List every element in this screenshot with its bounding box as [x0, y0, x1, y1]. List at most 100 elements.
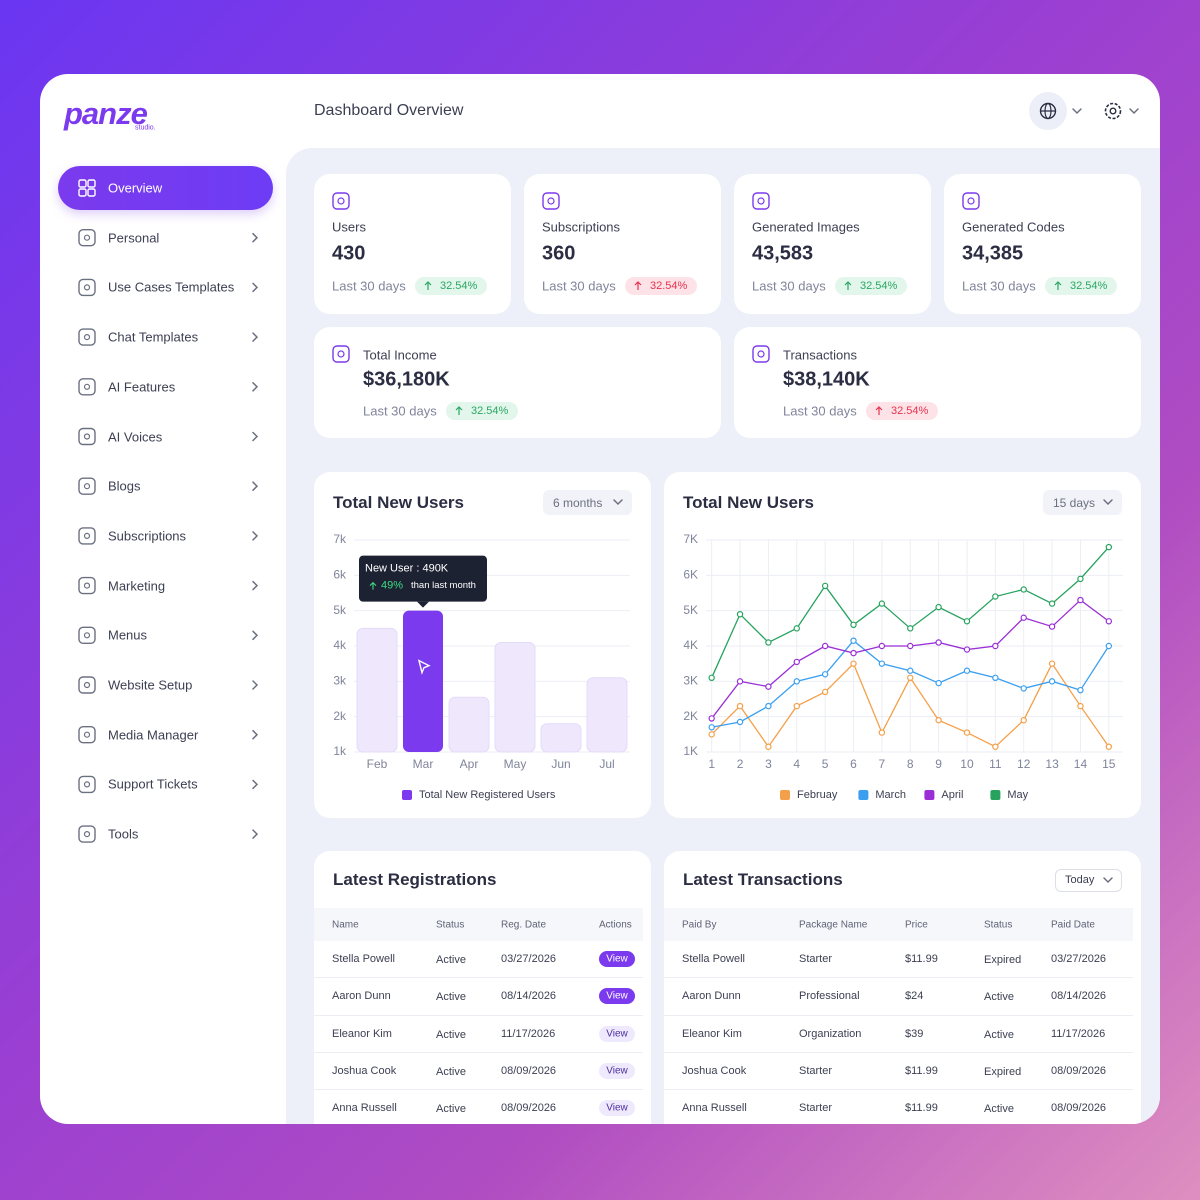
filter-dropdown[interactable]: [1055, 869, 1122, 892]
x-tick-label: 11: [989, 757, 1002, 771]
chevron: [1103, 499, 1113, 506]
table-cell: 08/09/2026: [1051, 1102, 1107, 1115]
nav-label[interactable]: Website Setup: [108, 677, 193, 693]
y-tick-label: 1K: [683, 744, 698, 758]
nav-label[interactable]: Overview: [108, 180, 163, 196]
nav-label[interactable]: Support Tickets: [108, 776, 198, 792]
nav-icon: [78, 179, 87, 188]
data-point: [935, 679, 942, 687]
stat-icon: [547, 197, 555, 205]
view-button[interactable]: [599, 1025, 635, 1042]
filter-label[interactable]: Today: [1065, 874, 1095, 886]
nav-label[interactable]: Subscriptions: [108, 528, 187, 544]
data-point: [708, 715, 715, 722]
table-cell: 08/09/2026: [501, 1102, 557, 1115]
table-card: [664, 851, 1141, 1124]
stat-period: Last 30 days: [752, 278, 826, 294]
view-button-label[interactable]: View: [606, 953, 628, 965]
data-point: [708, 731, 715, 738]
range-label[interactable]: 6 months: [553, 496, 603, 510]
data-point: [1020, 685, 1027, 692]
data-point: [907, 674, 914, 682]
view-button[interactable]: [599, 1100, 635, 1117]
nav-label[interactable]: Tools: [108, 826, 139, 842]
nav-label[interactable]: Use Cases Templates: [108, 279, 235, 295]
nav-item-active[interactable]: [58, 166, 273, 210]
column-header: Status: [984, 919, 1013, 931]
data-point: [821, 688, 829, 696]
nav-label[interactable]: AI Voices: [108, 429, 163, 444]
graphics: 1k 2k 3k 4k 5k 6k 7k Feb Mar New User : 490K 49% th…: [78, 92, 1139, 884]
bar: [586, 677, 628, 753]
nav-icon: [83, 532, 91, 540]
stat-value: $38,140K: [783, 368, 870, 391]
stat-icon: [962, 192, 980, 210]
view-button[interactable]: [599, 1062, 635, 1079]
view-button-label[interactable]: View: [606, 1102, 628, 1114]
table-cell: Starter: [799, 953, 833, 965]
table-cell: Aaron Dunn: [682, 990, 741, 1003]
view-button[interactable]: [599, 951, 635, 967]
data-point: [736, 718, 744, 726]
settings-button[interactable]: [1104, 102, 1122, 120]
page-title: Dashboard Overview: [314, 102, 464, 119]
table-cell: 03/27/2026: [1051, 953, 1107, 965]
data-point: [765, 743, 772, 750]
change-badge: [446, 402, 518, 420]
view-button-label[interactable]: View: [606, 990, 628, 1002]
chevron: [252, 481, 259, 491]
nav-icon: [78, 427, 96, 446]
chevron: [252, 232, 259, 243]
nav-label[interactable]: AI Features: [108, 379, 176, 395]
data-point: [765, 683, 772, 690]
nav-label[interactable]: Marketing: [108, 578, 166, 594]
y-tick-label: 6k: [333, 568, 347, 582]
x-tick-label: 10: [960, 757, 974, 771]
nav-icon: [83, 483, 91, 490]
data-point: [935, 603, 942, 611]
stat-period: Last 30 days: [783, 403, 857, 419]
table-cell: 08/14/2026: [1051, 990, 1107, 1003]
nav-icon: [83, 681, 91, 689]
arrow-up: [424, 281, 432, 290]
table-header: [314, 908, 643, 941]
range-label[interactable]: 15 days: [1053, 496, 1096, 510]
table-cell: $11.99: [905, 953, 938, 965]
stat-icon: [757, 350, 765, 358]
chevron: [1103, 877, 1113, 884]
y-tick-label: 3K: [683, 674, 698, 688]
nav-label[interactable]: Personal: [108, 230, 160, 246]
nav-label[interactable]: Menus: [108, 627, 148, 643]
nav-icon: [87, 179, 96, 188]
data-point: [736, 611, 744, 618]
stat-icon: [542, 192, 560, 210]
table-cell: 11/17/2026: [501, 1027, 556, 1040]
row-divider: [314, 977, 643, 979]
nav-icon: [78, 278, 96, 297]
table-cell: Joshua Cook: [682, 1064, 747, 1077]
view-button-label[interactable]: View: [606, 1028, 628, 1040]
x-tick-label: 14: [1074, 757, 1088, 771]
column-header: Paid Date: [1051, 919, 1095, 931]
data-point: [821, 582, 829, 590]
row-divider: [664, 1089, 1133, 1091]
nav-label[interactable]: Blogs: [108, 478, 141, 494]
stat-icon: [332, 192, 350, 210]
x-tick-label: Jun: [551, 757, 570, 771]
data-point: [765, 639, 772, 646]
y-tick-label: 4K: [683, 638, 698, 652]
nav-label[interactable]: Chat Templates: [108, 329, 199, 345]
bar: [540, 723, 582, 753]
arrow-up: [369, 581, 377, 590]
data-point: [821, 671, 829, 678]
nav-label[interactable]: Media Manager: [108, 727, 199, 743]
view-button[interactable]: [599, 988, 635, 1005]
stat-label: Transactions: [783, 347, 857, 363]
data-point: [878, 729, 886, 736]
x-tick-label: 1: [708, 757, 715, 771]
view-button-label[interactable]: View: [606, 1065, 628, 1077]
table-cell: 08/09/2026: [501, 1064, 557, 1077]
legend-swatch: [858, 790, 869, 800]
stat-icon: [967, 197, 975, 205]
data-point: [992, 743, 999, 750]
